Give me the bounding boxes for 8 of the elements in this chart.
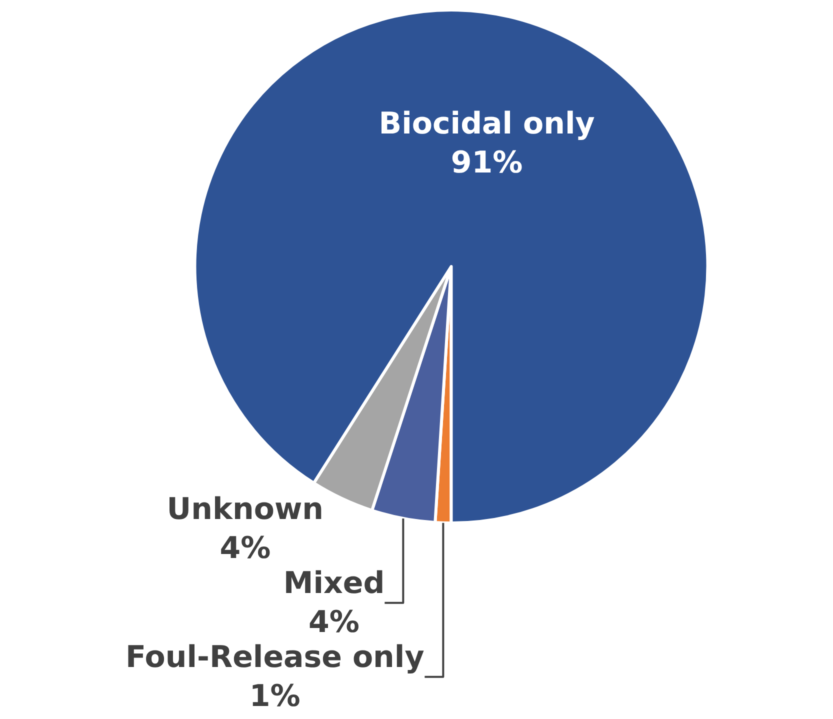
data-label: 4% [308,604,360,640]
data-label: 1% [249,678,300,714]
slice-label: Biocidal only [378,106,596,142]
slice-label: Unknown [166,492,324,527]
data-label: 4% [220,530,271,566]
slice-label: Mixed [283,566,385,601]
data-label: 91% [450,145,523,180]
slice-label: Foul-Release only [125,640,425,675]
